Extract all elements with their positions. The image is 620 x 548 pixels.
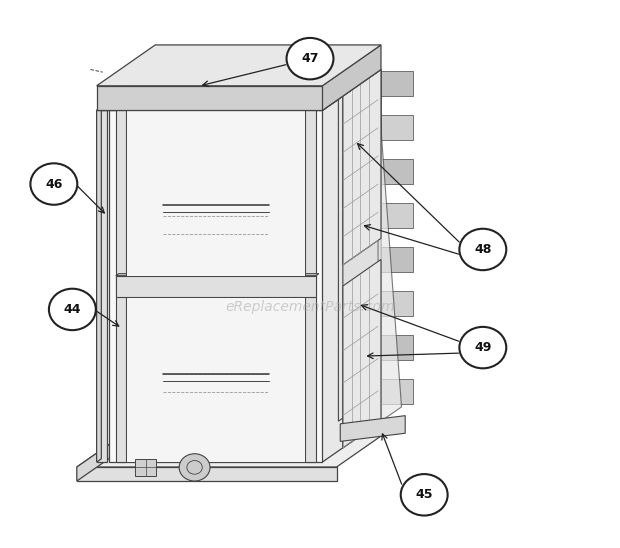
Polygon shape <box>322 70 381 462</box>
Polygon shape <box>97 107 101 462</box>
Text: eReplacementParts.com: eReplacementParts.com <box>225 300 395 313</box>
Polygon shape <box>339 59 353 421</box>
Text: 47: 47 <box>301 52 319 65</box>
Polygon shape <box>381 159 413 184</box>
Polygon shape <box>322 45 381 111</box>
Polygon shape <box>97 70 381 111</box>
Polygon shape <box>343 259 381 448</box>
Polygon shape <box>340 415 405 441</box>
Polygon shape <box>381 71 413 96</box>
Circle shape <box>459 327 507 368</box>
Polygon shape <box>343 70 381 265</box>
Polygon shape <box>378 89 402 423</box>
Circle shape <box>30 163 78 205</box>
Circle shape <box>459 229 507 270</box>
Polygon shape <box>381 291 413 316</box>
Circle shape <box>179 454 210 481</box>
Polygon shape <box>305 111 316 462</box>
Text: 48: 48 <box>474 243 492 256</box>
Polygon shape <box>116 111 126 462</box>
Polygon shape <box>381 203 413 228</box>
Polygon shape <box>97 86 322 111</box>
Text: 46: 46 <box>45 178 63 191</box>
Polygon shape <box>97 45 381 86</box>
Polygon shape <box>116 276 316 297</box>
Polygon shape <box>109 111 322 462</box>
Polygon shape <box>77 421 143 481</box>
Polygon shape <box>116 273 319 276</box>
Polygon shape <box>343 70 381 448</box>
Text: 44: 44 <box>64 303 81 316</box>
Circle shape <box>49 289 96 330</box>
Circle shape <box>286 38 334 79</box>
Polygon shape <box>77 421 402 467</box>
Polygon shape <box>97 111 107 462</box>
Polygon shape <box>126 111 305 276</box>
Polygon shape <box>77 467 337 481</box>
Polygon shape <box>109 70 381 111</box>
Text: 49: 49 <box>474 341 492 354</box>
Polygon shape <box>126 297 305 462</box>
Polygon shape <box>381 335 413 359</box>
Polygon shape <box>381 379 413 404</box>
Text: 45: 45 <box>415 488 433 501</box>
Polygon shape <box>381 247 413 272</box>
Polygon shape <box>381 115 413 140</box>
Circle shape <box>401 474 448 516</box>
Polygon shape <box>135 459 156 476</box>
